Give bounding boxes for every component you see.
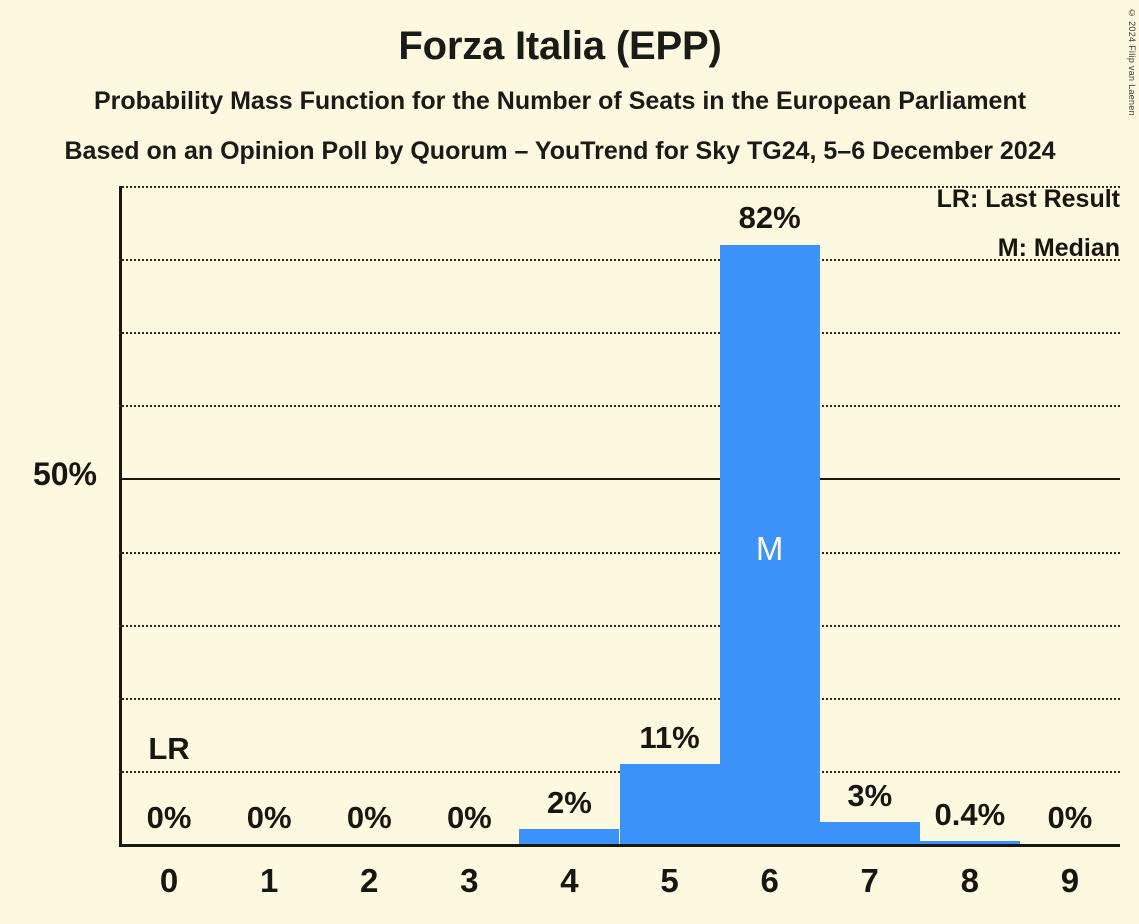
x-tick-label-5: 5	[660, 862, 679, 899]
gridline-90	[119, 186, 1120, 188]
x-tick-label-3: 3	[460, 862, 479, 899]
bar-value-label-6: 82%	[738, 200, 801, 236]
x-tick-label-1: 1	[259, 862, 279, 899]
gridline-20	[119, 697, 1120, 700]
bar-seat-7[interactable]	[819, 822, 920, 844]
x-tick-label-9: 9	[1060, 862, 1080, 899]
bar-value-label-8: 0.4%	[934, 797, 1006, 832]
bar-seat-8[interactable]	[919, 841, 1020, 844]
y-axis-line	[119, 186, 122, 847]
gridline-30	[119, 624, 1120, 627]
bar-seat-6[interactable]	[719, 244, 820, 844]
x-tick-label-4: 4	[560, 862, 579, 899]
bar-seat-5[interactable]	[619, 763, 720, 844]
x-tick-label-0: 0	[159, 862, 179, 899]
x-tick-label-2: 2	[360, 862, 379, 899]
chart-subtitle: Probability Mass Function for the Number…	[93, 87, 1027, 115]
bar-value-label-2: 0%	[346, 800, 392, 835]
x-axis-line	[119, 844, 1120, 847]
page-title: Forza Italia (EPP)	[398, 24, 722, 68]
bar-value-label-1: 0%	[246, 800, 292, 835]
bar-value-label-7: 3%	[847, 778, 893, 814]
copyright-notice: © 2024 Filip van Laenen	[1127, 8, 1137, 116]
bar-value-label-3: 0%	[446, 800, 492, 835]
bar-value-label-4: 2%	[547, 785, 592, 821]
median-marker: M	[755, 529, 784, 567]
gridline-50	[119, 478, 1120, 481]
gridline-80	[119, 259, 1120, 262]
gridline-70	[119, 332, 1120, 335]
bar-value-label-5: 11%	[639, 719, 700, 755]
y-tick-label-50: 50%	[32, 456, 97, 493]
gridline-60	[119, 405, 1120, 408]
bar-value-label-0: 0%	[146, 800, 192, 835]
x-tick-label-8: 8	[960, 862, 980, 899]
plot-area	[119, 186, 1120, 847]
gridline-40	[119, 551, 1120, 554]
bar-seat-4[interactable]	[519, 829, 620, 844]
legend-median: M: Median	[997, 234, 1120, 262]
legend-last-result: LR: Last Result	[936, 185, 1120, 213]
x-tick-label-6: 6	[760, 862, 779, 899]
last-result-marker: LR	[148, 730, 190, 766]
x-tick-label-7: 7	[860, 862, 879, 899]
chart-source-line: Based on an Opinion Poll by Quorum – You…	[64, 137, 1056, 165]
bar-value-label-9: 0%	[1047, 800, 1093, 835]
